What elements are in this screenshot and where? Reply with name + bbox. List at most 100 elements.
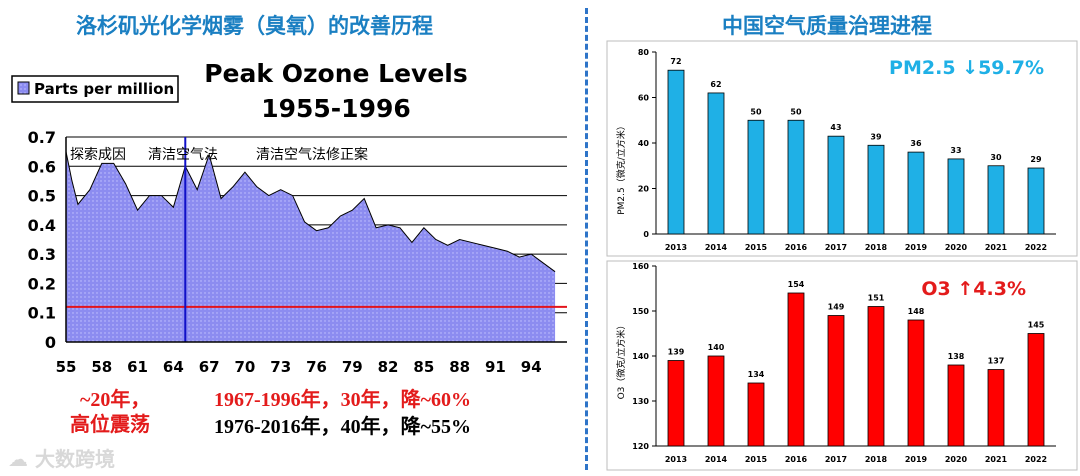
- pm25-bar-value: 62: [710, 80, 721, 89]
- ozone-y-tick-label: 0: [45, 333, 56, 352]
- pm25-x-tick-label: 2020: [945, 243, 968, 252]
- o3-bar: [987, 369, 1005, 447]
- o3-x-tick-label: 2019: [905, 455, 928, 464]
- o3-x-tick-label: 2021: [985, 455, 1008, 464]
- o3-bar: [707, 355, 725, 447]
- o3-x-tick-label: 2022: [1025, 455, 1047, 464]
- pm25-bar-value: 50: [790, 107, 802, 116]
- ozone-legend: [11, 75, 179, 103]
- pm25-bar: [747, 119, 765, 235]
- o3-bar-value: 154: [788, 280, 805, 289]
- ozone-x-tick-label: 55: [56, 358, 77, 376]
- ozone-y-tick-label: 0.4: [28, 216, 56, 235]
- pm25-x-tick-label: 2017: [825, 243, 847, 252]
- o3-bar: [667, 360, 685, 447]
- o3-bar-value: 137: [988, 357, 1005, 366]
- event-label-research: 探索成因: [70, 146, 126, 163]
- ozone-y-tick-label: 0.3: [28, 245, 56, 264]
- ozone-area-fill: [66, 151, 556, 342]
- ozone-x-tick-label: 67: [199, 358, 220, 376]
- pm25-bar-value: 39: [870, 132, 882, 141]
- o3-plot: 120 130 140 150 160 139 2013 140 2014 134 2015 154 2…: [632, 262, 1056, 464]
- ozone-x-tick-label: 64: [163, 358, 184, 376]
- pm25-badge: PM2.5 ↓59.7%: [889, 57, 1044, 79]
- pm25-y-label: PM2.5（微克/立方米）: [615, 121, 627, 215]
- pm25-x-tick-label: 2014: [705, 243, 728, 252]
- o3-bar: [827, 315, 845, 447]
- pm25-frame: [606, 40, 1078, 257]
- pm25-y-tick-label: 0: [643, 230, 649, 239]
- pm25-plot: 0 20 40 60 80 72 2013 62 2014 50 2015 50 2016 43 2017 3…: [638, 48, 1056, 252]
- pm25-y-tick-label: 80: [638, 48, 650, 57]
- ozone-y-tick-label: 0.5: [28, 187, 56, 206]
- pm25-bar-value: 50: [750, 107, 762, 116]
- ozone-chart-subtitle: 1955-1996: [261, 94, 411, 123]
- pm25-bar: [907, 151, 925, 235]
- o3-bar: [747, 382, 765, 447]
- pm25-bar-value: 29: [1030, 155, 1042, 164]
- ozone-x-tick-label: 73: [270, 358, 291, 376]
- ozone-axes: 0 0.1 0.2 0.3 0.4 0.5 0.6 0.7 55 58 61 64 67 70 73 76 79…: [28, 128, 567, 376]
- pm25-bar-value: 30: [990, 153, 1002, 162]
- event-label-amendment: 清洁空气法修正案: [256, 146, 368, 163]
- ozone-chart: Parts per million Peak Ozone Levels 1955…: [11, 59, 567, 376]
- ozone-x-tick-label: 82: [378, 358, 399, 376]
- o3-bar-value: 140: [708, 343, 725, 352]
- o3-x-tick-label: 2013: [665, 455, 687, 464]
- pm25-bar-value: 36: [910, 139, 922, 148]
- o3-x-tick-label: 2015: [745, 455, 768, 464]
- ozone-y-tick-label: 0.6: [28, 157, 56, 176]
- o3-x-tick-label: 2018: [865, 455, 888, 464]
- annotation-1976-2016: 1976-2016年，40年，降~55%: [214, 416, 472, 438]
- o3-chart: O3（微克/立方米） O3 ↑4.3% 120 130 140 150 160 139 20…: [606, 260, 1078, 471]
- ozone-area-series: [65, 151, 556, 342]
- annotation-1967-1996: 1967-1996年，30年，降~60%: [214, 389, 472, 411]
- pm25-x-tick-label: 2021: [985, 243, 1008, 252]
- section-divider: [585, 8, 588, 470]
- o3-y-tick-label: 150: [632, 307, 649, 316]
- watermark-text: 大数跨境: [34, 447, 115, 471]
- o3-bar-value: 148: [908, 307, 925, 316]
- pm25-bar-value: 33: [950, 146, 961, 155]
- o3-bar-value: 149: [828, 303, 845, 312]
- o3-x-tick-label: 2017: [825, 455, 847, 464]
- ozone-x-tick-label: 94: [521, 358, 542, 376]
- o3-y-tick-label: 120: [632, 442, 649, 451]
- ozone-y-tick-label: 0.1: [28, 304, 56, 323]
- o3-y-tick-label: 130: [632, 397, 649, 406]
- pm25-x-tick-label: 2018: [865, 243, 888, 252]
- event-label-clean-air-act: 清洁空气法: [148, 147, 218, 163]
- ozone-y-tick-label: 0.2: [28, 274, 56, 293]
- pm25-y-tick-label: 40: [638, 139, 650, 148]
- o3-y-tick-label: 140: [632, 352, 649, 361]
- o3-y-label: O3（微克/立方米）: [615, 321, 627, 400]
- ozone-overlay: [66, 137, 567, 342]
- ozone-x-tick-label: 88: [449, 358, 470, 376]
- o3-bar: [947, 364, 965, 447]
- o3-x-tick-label: 2016: [785, 455, 808, 464]
- ozone-y-tick-label: 0.7: [28, 128, 56, 147]
- pm25-bar: [867, 144, 885, 235]
- o3-bar: [867, 306, 885, 447]
- o3-badge: O3 ↑4.3%: [921, 278, 1026, 300]
- ozone-x-tick-label: 61: [127, 358, 148, 376]
- pm25-y-tick-label: 60: [638, 94, 650, 103]
- o3-bar: [1027, 333, 1045, 447]
- ozone-x-tick-label: 91: [485, 358, 506, 376]
- pm25-bar: [707, 92, 725, 235]
- pm25-x-tick-label: 2016: [785, 243, 808, 252]
- annotation-20yrs: ~20年，: [80, 389, 151, 411]
- pm25-bar-value: 43: [830, 123, 841, 132]
- pm25-chart: PM2.5（微克/立方米） PM2.5 ↓59.7% 0 20 40 60 80 72 20…: [606, 40, 1078, 257]
- ozone-x-tick-label: 58: [91, 358, 112, 376]
- ozone-x-tick-label: 85: [413, 358, 434, 376]
- right-title: 中国空气质量治理进程: [722, 14, 932, 38]
- o3-bar-value: 138: [948, 352, 965, 361]
- watermark-logo-icon: ☁: [8, 447, 28, 471]
- pm25-bar: [827, 135, 845, 235]
- pm25-y-tick-label: 20: [638, 185, 650, 194]
- pm25-bar-value: 72: [670, 57, 681, 66]
- pm25-bar: [1027, 167, 1045, 235]
- o3-y-tick-label: 160: [632, 262, 649, 271]
- pm25-x-tick-label: 2013: [665, 243, 687, 252]
